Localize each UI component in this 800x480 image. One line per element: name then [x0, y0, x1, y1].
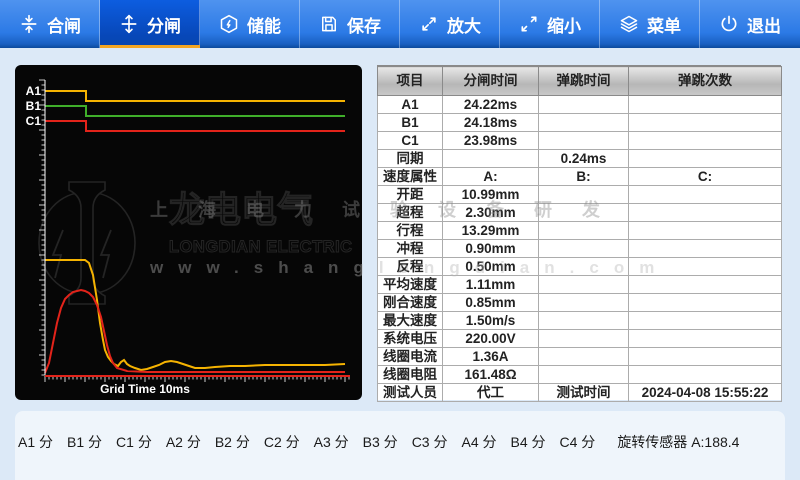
svg-text:Grid Time 10ms: Grid Time 10ms: [100, 382, 190, 396]
svg-text:C1: C1: [26, 114, 42, 128]
svg-text:B1: B1: [26, 99, 42, 113]
svg-text:LONGDIAN ELECTRIC: LONGDIAN ELECTRIC: [169, 238, 353, 256]
svg-text:龙电电气: 龙电电气: [169, 189, 313, 230]
svg-text:A1: A1: [26, 84, 42, 98]
